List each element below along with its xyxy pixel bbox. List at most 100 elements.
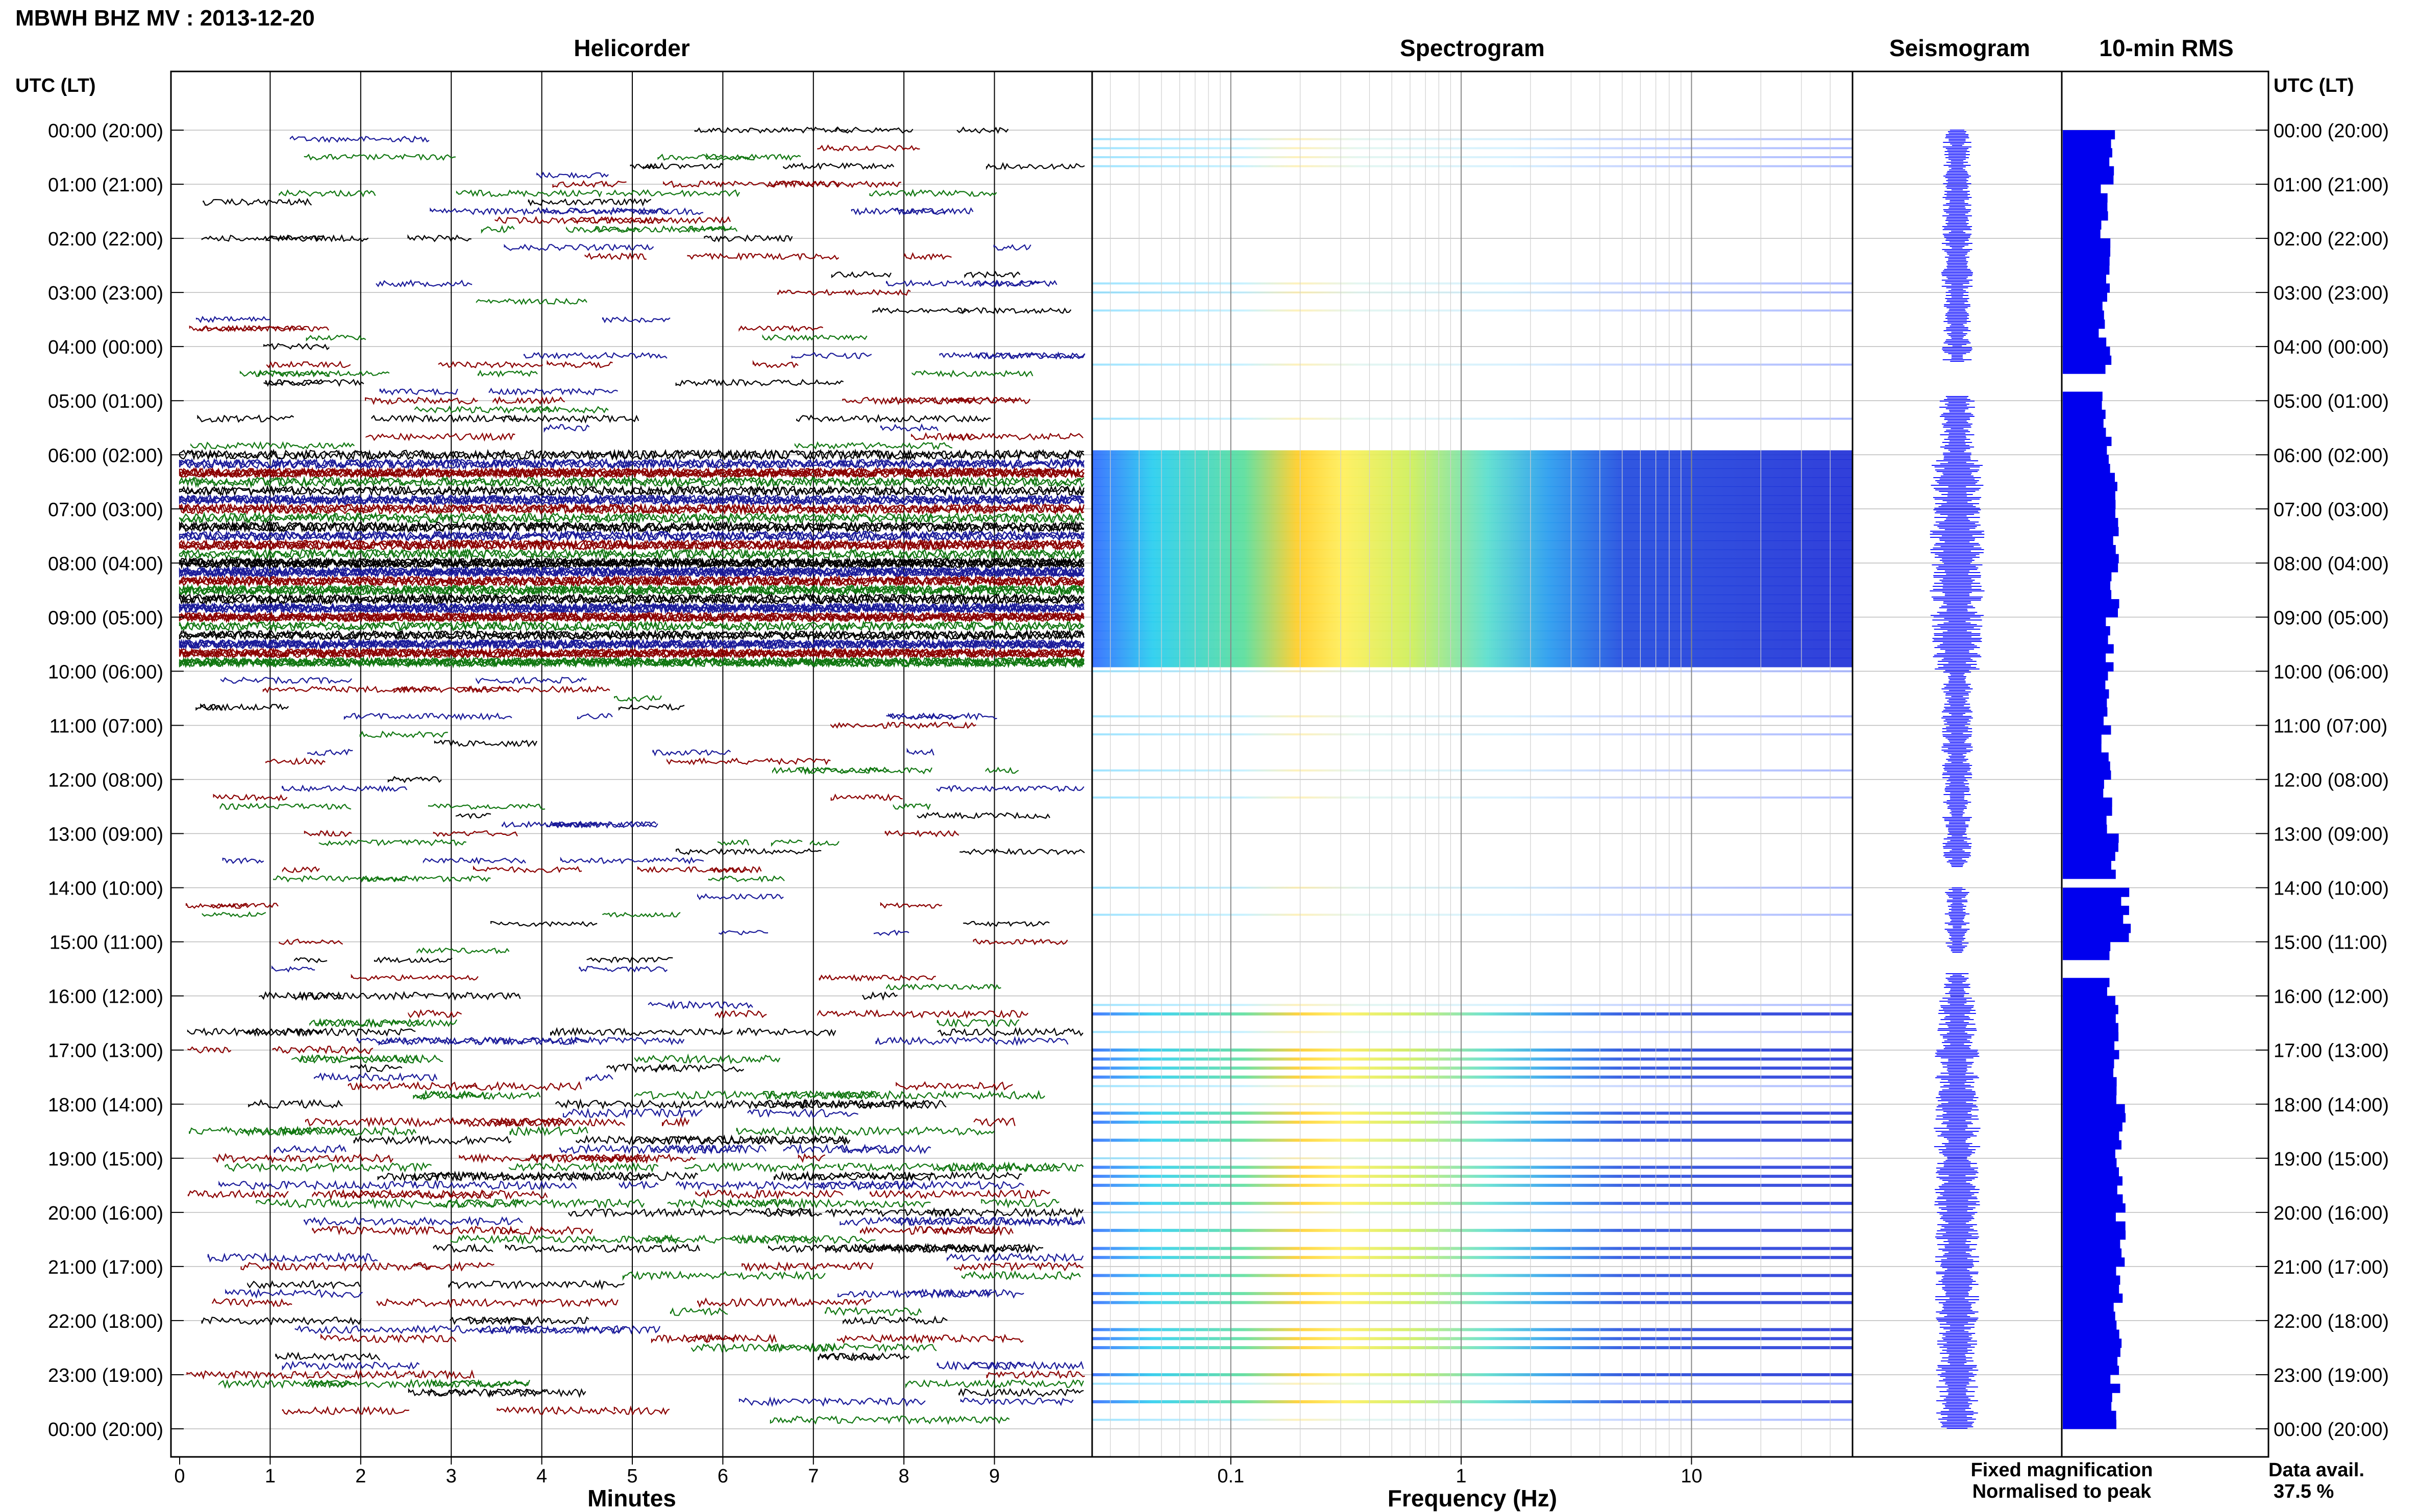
hour-label-left: 03:00 (23:00): [48, 283, 163, 304]
helicorder-trace: [667, 1198, 793, 1208]
helicorder-trace: [416, 1090, 489, 1100]
helicorder-trace: [304, 829, 352, 837]
helicorder-trace: [634, 1053, 781, 1064]
spectrogram-row: [1092, 156, 1853, 159]
rms-bar: [2063, 689, 2109, 699]
helicorder-trace: [559, 1144, 767, 1155]
helicorder-trace: [869, 189, 997, 197]
rms-bar: [2063, 1167, 2119, 1177]
hour-label-left: 23:00 (19:00): [48, 1365, 163, 1386]
helicorder-trace: [738, 325, 824, 332]
helicorder-trace: [532, 406, 609, 414]
helicorder-trace: [197, 414, 294, 423]
helicorder-trace: [497, 1406, 616, 1415]
spectrogram-row: [1092, 1085, 1853, 1087]
helicorder-trace: [697, 893, 784, 901]
helicorder-trace: [536, 171, 609, 179]
spectrogram-row: [1092, 1111, 1853, 1115]
helicorder-trace: [213, 794, 288, 802]
helicorder-trace: [179, 584, 1085, 597]
rms-bar: [2063, 716, 2104, 726]
helicorder-trace: [936, 1161, 1060, 1173]
spectrogram-row: [1092, 1138, 1853, 1142]
rms-bar: [2063, 626, 2110, 636]
helicorder-trace: [179, 610, 1084, 624]
rms-bar: [2063, 1212, 2116, 1222]
helicorder-trace: [730, 1234, 876, 1245]
rms-bar: [2063, 247, 2111, 257]
helicorder-trace: [667, 757, 831, 765]
rms-bar: [2063, 797, 2112, 807]
spectrogram-row: [1092, 649, 1853, 658]
data-avail-label: Data avail.: [2268, 1459, 2364, 1481]
hour-label-left: 01:00 (21:00): [48, 175, 163, 196]
helicorder-trace: [832, 1089, 1046, 1101]
helicorder-trace: [788, 1171, 1022, 1181]
helicorder-trace: [179, 629, 1084, 641]
spectrogram-row: [1092, 147, 1853, 150]
rms-bar: [2063, 1257, 2125, 1267]
rms-bar: [2063, 1095, 2116, 1105]
helicorder-trace: [993, 244, 1031, 251]
minutes-tick-label: 6: [718, 1466, 728, 1487]
helicorder-trace: [859, 1100, 947, 1109]
helicorder-trace: [179, 656, 1084, 668]
helicorder-trace: [771, 839, 803, 847]
helicorder-trace: [307, 749, 353, 756]
helicorder-trace: [643, 162, 724, 170]
hour-label-left: 02:00 (22:00): [48, 229, 163, 250]
helicorder-trace: [917, 811, 1051, 820]
helicorder-trace: [830, 793, 903, 802]
hour-label-left: 11:00 (07:00): [50, 715, 163, 737]
helicorder-trace: [465, 1316, 589, 1326]
helicorder-trace: [179, 547, 1084, 561]
rms-bar: [2063, 680, 2106, 690]
helicorder-trace: [794, 441, 953, 450]
helicorder-trace: [243, 1027, 416, 1037]
spectrogram-row: [1092, 138, 1853, 140]
helicorder-trace: [353, 1135, 512, 1146]
rms-bar: [2063, 1393, 2112, 1402]
helicorder-trace: [187, 1046, 232, 1054]
helicorder-trace: [964, 1360, 1084, 1371]
helicorder-trace: [708, 875, 785, 883]
helicorder-trace: [377, 1171, 450, 1182]
helicorder-trace: [376, 279, 473, 288]
rms-bar: [2063, 978, 2110, 987]
rms-bar: [2063, 337, 2107, 347]
helicorder-trace: [350, 1063, 403, 1073]
helicorder-trace: [275, 1351, 381, 1361]
helicorder-trace: [265, 379, 364, 387]
helicorder-trace: [886, 983, 1001, 991]
rms-bar: [2063, 166, 2114, 176]
helicorder-trace: [634, 1090, 880, 1100]
spectrogram-row: [1092, 477, 1853, 487]
spectrogram-row: [1092, 1247, 1853, 1250]
rms-bar: [2063, 924, 2131, 933]
helicorder-trace: [195, 315, 270, 324]
helicorder-trace: [648, 1000, 753, 1010]
spectrogram-row: [1092, 549, 1853, 559]
helicorder-trace: [886, 279, 1040, 287]
hour-label-right: 20:00 (16:00): [2274, 1203, 2389, 1224]
rms-bar: [2063, 364, 2106, 374]
hour-labels-right: 00:00 (20:00) 01:00 (21:00) 02:00 (22:00) 0…: [2256, 120, 2389, 1441]
helicorder-trace: [179, 502, 1084, 515]
helicorder-trace: [318, 839, 466, 847]
spectrogram-row: [1092, 567, 1853, 577]
rms-bar: [2063, 644, 2114, 654]
rms-bar: [2063, 184, 2101, 194]
rms-bar: [2063, 211, 2108, 221]
rms-bar: [2063, 1059, 2114, 1069]
rms-bar: [2063, 842, 2118, 852]
rms-bar: [2063, 428, 2106, 437]
rms-bar: [2063, 653, 2106, 663]
rms-bar: [2063, 914, 2124, 924]
helicorder-trace: [312, 1225, 519, 1236]
spectrogram-row: [1092, 513, 1853, 523]
hour-label-right: 01:00 (21:00): [2274, 175, 2389, 196]
helicorder-trace: [179, 620, 1084, 633]
spectrogram-row: [1092, 1004, 1853, 1006]
helicorder-trace: [187, 1027, 323, 1037]
helicorder-trace: [187, 1189, 289, 1199]
